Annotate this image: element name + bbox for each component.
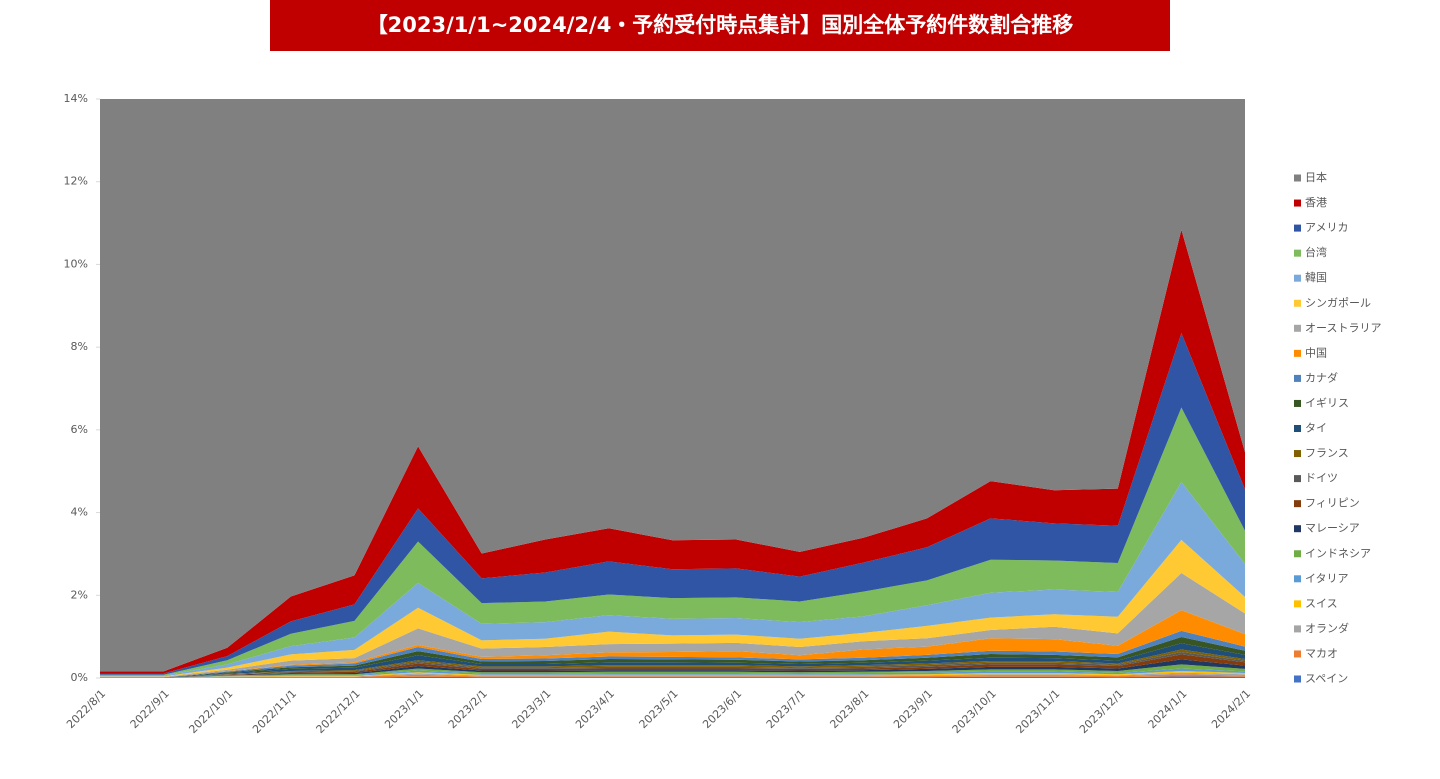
y-tick-label: 10% <box>64 257 88 270</box>
y-tick-label: 6% <box>71 423 88 436</box>
legend-label: タイ <box>1305 422 1327 435</box>
legend-label: 台湾 <box>1305 245 1327 259</box>
legend-swatch <box>1294 500 1301 508</box>
legend-swatch <box>1294 274 1301 282</box>
legend-label: シンガポール <box>1305 296 1371 309</box>
legend-label: マレーシア <box>1305 522 1360 535</box>
chart-title: 【2023/1/1~2024/2/4・予約受付時点集計】国別全体予約件数割合推移 <box>367 13 1074 37</box>
legend-swatch <box>1294 450 1301 458</box>
area <box>100 407 1245 676</box>
legend-swatch <box>1294 550 1301 558</box>
area <box>100 630 1245 678</box>
legend-swatch <box>1294 349 1301 357</box>
x-tick-label: 2024/2/1 <box>1209 687 1253 731</box>
legend-swatch <box>1294 324 1301 332</box>
legend-label: スペイン <box>1305 672 1348 685</box>
x-tick-label: 2023/1/1 <box>382 687 426 731</box>
legend-label: アメリカ <box>1305 221 1348 234</box>
legend-swatch <box>1294 675 1301 683</box>
area <box>100 99 1245 672</box>
x-tick-label: 2023/10/1 <box>950 687 999 736</box>
legend-swatch <box>1294 625 1301 633</box>
legend-swatch <box>1294 425 1301 432</box>
legend-label: イタリア <box>1305 572 1349 585</box>
legend-label: イギリス <box>1305 396 1349 409</box>
area <box>100 643 1245 678</box>
area <box>100 668 1245 678</box>
legend-swatch <box>1294 199 1301 207</box>
legend-swatch <box>1294 575 1301 583</box>
x-tick-label: 2022/10/1 <box>186 687 235 736</box>
legend-swatch <box>1294 224 1301 232</box>
area <box>100 539 1245 677</box>
area <box>100 610 1245 678</box>
x-tick-label: 2023/9/1 <box>891 687 935 731</box>
x-tick-label: 2022/9/1 <box>128 687 172 731</box>
x-tick-label: 2022/8/1 <box>64 687 108 731</box>
legend-label: マカオ <box>1305 647 1338 660</box>
x-tick-label: 2023/12/1 <box>1077 687 1126 736</box>
legend-swatch <box>1294 525 1301 533</box>
x-tick-label: 2023/5/1 <box>637 687 681 731</box>
legend-label: フランス <box>1305 447 1349 460</box>
x-tick-label: 2023/3/1 <box>509 687 553 731</box>
y-tick-label: 12% <box>64 175 88 188</box>
x-tick-label: 2022/11/1 <box>250 687 299 736</box>
legend-label: 日本 <box>1305 170 1327 184</box>
x-tick-label: 2023/2/1 <box>446 687 490 731</box>
legend-label: 中国 <box>1305 346 1327 359</box>
legend-swatch <box>1294 174 1301 182</box>
legend-label: カナダ <box>1305 370 1338 384</box>
legend-label: 香港 <box>1305 196 1327 209</box>
legend-swatch <box>1294 249 1301 257</box>
legend-swatch <box>1294 399 1301 407</box>
y-tick-label: 4% <box>71 506 88 519</box>
area <box>100 572 1245 678</box>
x-tick-label: 2024/1/1 <box>1146 687 1190 731</box>
y-tick-label: 0% <box>71 671 88 684</box>
area <box>100 664 1245 678</box>
legend-swatch <box>1294 374 1301 382</box>
x-tick-label: 2023/4/1 <box>573 687 617 731</box>
legend-swatch <box>1294 299 1301 307</box>
area <box>100 659 1245 678</box>
x-tick-label: 2023/6/1 <box>700 687 744 731</box>
legend-label: オランダ <box>1305 621 1349 635</box>
area <box>100 674 1245 678</box>
x-tick-label: 2023/7/1 <box>764 687 808 731</box>
x-tick-label: 2022/12/1 <box>314 687 363 736</box>
legend-label: スイス <box>1305 597 1338 610</box>
y-tick-label: 8% <box>71 340 88 353</box>
y-tick-label: 2% <box>71 588 88 601</box>
area <box>100 672 1245 678</box>
area <box>100 654 1245 678</box>
legend-swatch <box>1294 600 1301 608</box>
area <box>100 637 1245 678</box>
area <box>100 481 1245 677</box>
legend-label: インドネシア <box>1305 547 1371 560</box>
legend-label: ドイツ <box>1305 472 1338 485</box>
y-tick-label: 14% <box>64 92 88 105</box>
title-banner <box>270 0 1170 51</box>
x-tick-label: 2023/8/1 <box>827 687 871 731</box>
plot-area <box>100 99 1245 678</box>
legend-label: フィリピン <box>1305 497 1360 510</box>
legend-label: オーストラリア <box>1305 321 1381 334</box>
legend-swatch <box>1294 650 1301 658</box>
legend-label: 韓国 <box>1305 271 1327 284</box>
x-tick-label: 2023/11/1 <box>1013 687 1062 736</box>
legend-swatch <box>1294 475 1301 483</box>
